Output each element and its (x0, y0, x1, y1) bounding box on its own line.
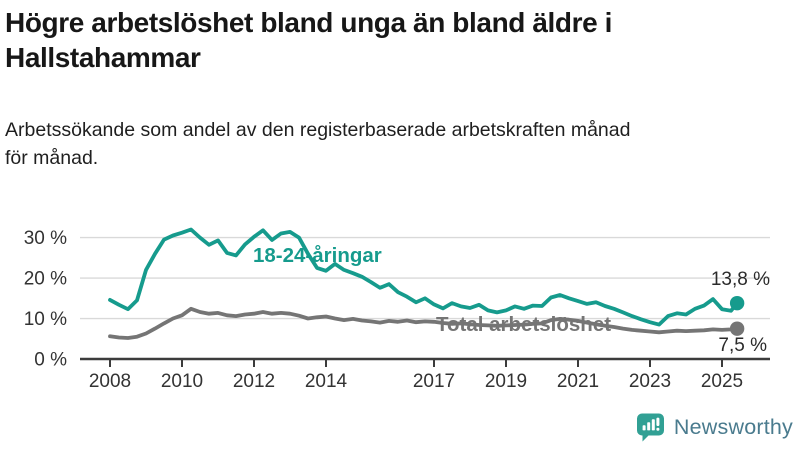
series-line-0 (108, 306, 739, 340)
newsworthy-logo-icon (636, 413, 664, 442)
x-tick-label-2025: 2025 (701, 371, 743, 392)
x-tick-label-2010: 2010 (161, 371, 203, 392)
page-title-line2: Hallstahammar (5, 41, 201, 73)
page-title-line1: Högre arbetslöshet bland unga än bland ä… (5, 7, 613, 38)
series-label-youth: 18-24-åringar (253, 244, 382, 267)
y-tick-label-30: 30 % (24, 228, 67, 249)
series-line-1 (108, 227, 739, 327)
x-tick-label-2017: 2017 (413, 371, 455, 392)
series-end-dot-0 (729, 321, 745, 336)
x-tick-label-2021: 2021 (557, 371, 599, 392)
y-tick-label-20: 20 % (24, 269, 67, 290)
x-tick-label-2019: 2019 (485, 371, 527, 392)
x-tick-label-2023: 2023 (629, 371, 671, 392)
chart-subtitle: Arbetssökande som andel av den registerb… (5, 117, 793, 172)
end-value-total: 7,5 % (718, 335, 767, 356)
newsworthy-logo: Newsworthy (636, 413, 793, 442)
x-tick-label-2014: 2014 (305, 371, 348, 392)
x-tick-label-2008: 2008 (89, 371, 131, 392)
page-title: Högre arbetslöshet bland unga än bland ä… (5, 6, 793, 75)
y-tick-label-0: 0 % (34, 350, 67, 371)
chart-subtitle-line2: för månad. (5, 146, 99, 169)
end-value-youth: 13,8 % (710, 269, 770, 290)
series-end-dot-1 (729, 295, 745, 311)
series-label-total: Total arbetslöshet (436, 313, 612, 336)
x-tick-label-2012: 2012 (233, 371, 275, 392)
chart-subtitle-line1: Arbetssökande som andel av den registerb… (5, 119, 631, 141)
newsworthy-logo-text: Newsworthy (673, 415, 793, 439)
y-tick-label-10: 10 % (24, 309, 67, 330)
